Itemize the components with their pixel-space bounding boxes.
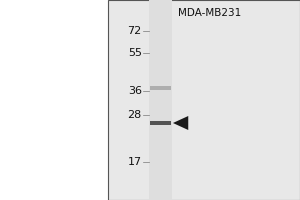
- Text: 28: 28: [128, 110, 142, 120]
- Text: 17: 17: [128, 157, 142, 167]
- Text: MDA-MB231: MDA-MB231: [178, 8, 242, 18]
- Bar: [151, 86, 171, 90]
- Bar: [149, 0, 172, 200]
- Polygon shape: [173, 116, 188, 130]
- Text: 72: 72: [128, 26, 142, 36]
- Bar: [150, 121, 171, 125]
- Text: 55: 55: [128, 48, 142, 58]
- Bar: [108, 0, 300, 200]
- Text: 36: 36: [128, 86, 142, 96]
